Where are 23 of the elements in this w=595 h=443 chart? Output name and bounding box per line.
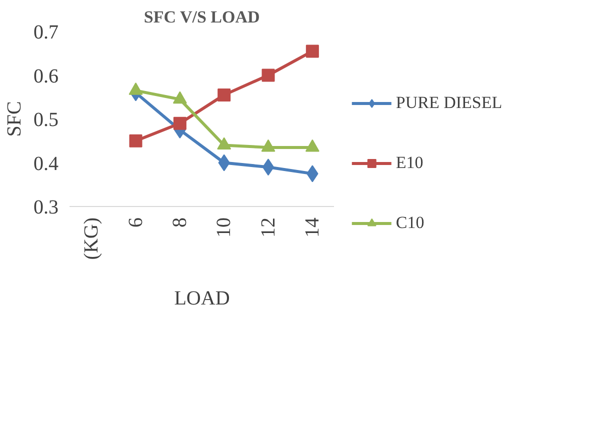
- point: [173, 116, 186, 130]
- x-tick-label: 10: [213, 218, 236, 238]
- x-tick-label: 14: [301, 218, 324, 238]
- y-tick-label: 0.5: [34, 109, 58, 131]
- x-tick-label: (KG): [80, 217, 103, 260]
- legend-label: PURE DIESEL: [396, 92, 502, 112]
- point: [262, 68, 275, 82]
- y-tick-label: 0.3: [34, 196, 58, 218]
- legend-label: E10: [396, 152, 424, 172]
- chart-title: SFC V/S LOAD: [144, 8, 260, 26]
- x-tick-label: 8: [168, 218, 191, 228]
- point: [306, 44, 319, 58]
- x-tick-label: 6: [124, 218, 147, 228]
- y-axis-title: SFC: [4, 101, 26, 137]
- x-axis-title: LOAD: [174, 288, 230, 310]
- y-tick-label: 0.6: [34, 65, 58, 88]
- point: [262, 158, 274, 176]
- point: [218, 88, 231, 102]
- y-tick-label: 0.4: [34, 152, 58, 175]
- legend-label: C10: [396, 212, 424, 232]
- point: [129, 134, 142, 148]
- y-tick-label: 0.7: [34, 22, 58, 44]
- x-tick-label: 12: [257, 218, 280, 238]
